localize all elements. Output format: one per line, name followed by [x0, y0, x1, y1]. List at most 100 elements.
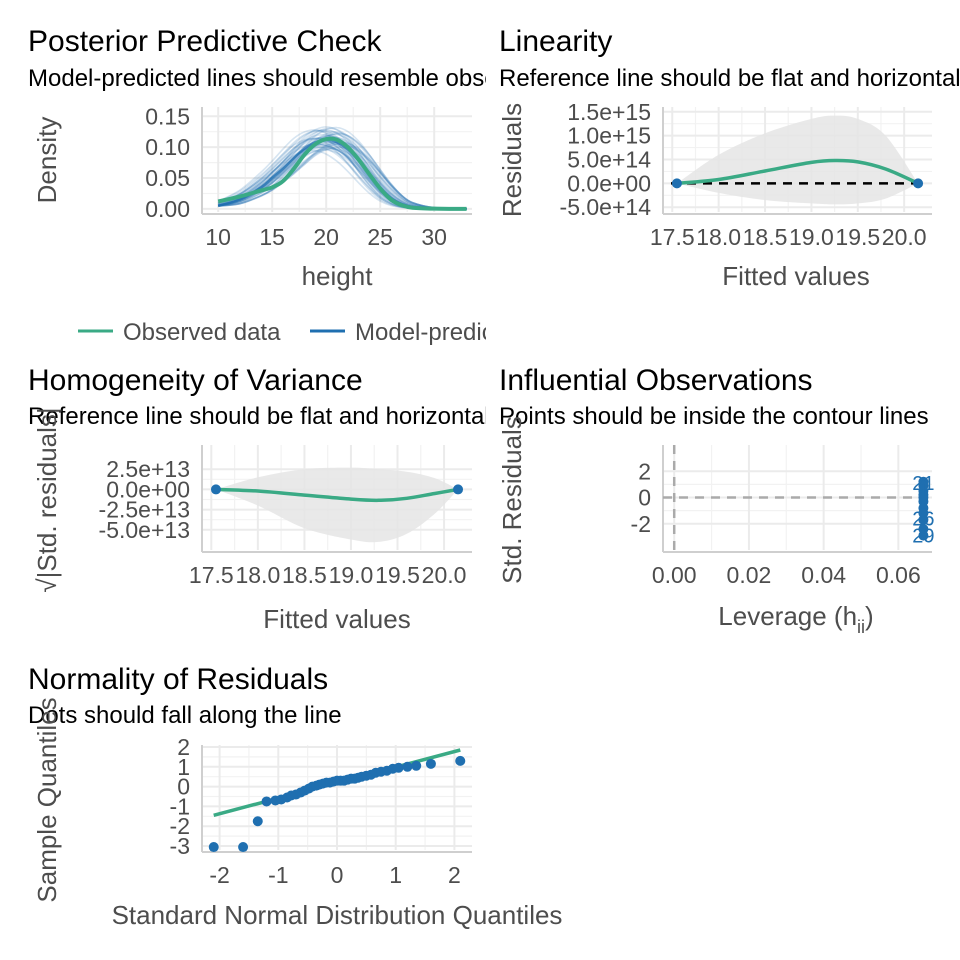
hov-xtick-label: 17.5	[189, 562, 234, 588]
hov-ytick-label: 0.0e+00	[106, 476, 190, 502]
qq-ytick-label: -3	[170, 833, 190, 859]
qq-point	[208, 842, 219, 853]
qq-point	[455, 755, 466, 766]
qq-point	[425, 758, 436, 769]
qq-xtick-label: 1	[389, 862, 402, 888]
lin-title: Linearity	[499, 25, 612, 58]
ppc-observed-line	[217, 136, 467, 211]
ppc-draw-line	[218, 136, 467, 210]
qq-grid	[201, 745, 472, 853]
infl-point	[918, 530, 929, 541]
lin-ylabel: Residuals	[497, 103, 527, 217]
ppc-title: Posterior Predictive Check	[28, 25, 382, 58]
hov-ytick-label: -5.0e+13	[99, 517, 190, 543]
influence-panel: Influential Observations Points should b…	[497, 364, 935, 637]
qq-point	[252, 816, 263, 827]
lin-point	[913, 178, 924, 189]
lin-xlabel: Fitted values	[722, 261, 869, 291]
infl-title: Influential Observations	[499, 364, 813, 397]
ppc-ytick-label: 0.00	[145, 196, 190, 222]
qq-point	[411, 760, 422, 771]
hov-xtick-label: 20.0	[422, 562, 467, 588]
lin-ytick-label: 1.5e+15	[567, 99, 651, 125]
ppc-ytick-label: 0.05	[145, 165, 190, 191]
infl-ticks: 0.00 0.02 0.04 0.06 -202	[631, 458, 921, 588]
infl-point-label: 21	[912, 473, 934, 495]
qq-xtick-label: 0	[331, 862, 344, 888]
hov-xtick-label: 19.0	[329, 562, 374, 588]
hov-ytick-label: -2.5e+13	[99, 497, 190, 523]
qq-ytick-label: -1	[170, 793, 190, 819]
infl-xlabel-main: Leverage (h	[718, 601, 857, 631]
ppc-draw-line	[218, 126, 467, 210]
infl-xtick-label: 0.06	[876, 562, 921, 588]
ppc-ylabel: Density	[32, 117, 62, 204]
lin-point	[671, 178, 682, 189]
hov-point	[210, 484, 221, 495]
linearity-panel: Linearity Reference line should be flat …	[497, 25, 960, 291]
infl-point-label: 26	[912, 509, 934, 531]
lin-ytick-label: 1.0e+15	[567, 123, 651, 149]
hov-panel: Homogeneity of Variance Reference line s…	[28, 364, 486, 634]
ppc-ytick-label: 0.10	[145, 134, 190, 160]
infl-point	[918, 514, 929, 525]
lin-xtick-label: 19.5	[835, 224, 880, 250]
infl-ytick-label: 0	[638, 485, 651, 511]
ppc-draw-line	[217, 130, 467, 210]
ppc-draw-line	[218, 142, 467, 210]
ppc-ytick-label: 0.15	[145, 103, 190, 129]
ppc-draw-line	[218, 135, 467, 210]
hov-ylabel: √|Std. residuals|	[32, 407, 62, 592]
infl-xlabel-sub: ii	[857, 617, 865, 637]
infl-ytick-label: 2	[638, 458, 651, 484]
hov-xtick-label: 18.5	[282, 562, 327, 588]
ppc-xtick-label: 15	[259, 224, 285, 250]
hov-title: Homogeneity of Variance	[28, 364, 363, 397]
qq-ylabel: Sample Quantiles	[32, 697, 62, 902]
infl-point-label: 1	[918, 481, 929, 503]
qq-point	[393, 762, 404, 773]
ppc-draw-line	[218, 131, 467, 210]
qq-xtick-label: -2	[209, 862, 229, 888]
infl-xtick-label: 0.02	[727, 562, 772, 588]
qq-ytick-label: 0	[177, 774, 190, 800]
hov-xtick-label: 18.0	[235, 562, 280, 588]
ppc-panel: Posterior Predictive Check Model-predict…	[28, 25, 642, 346]
infl-ytick-label: -2	[631, 511, 651, 537]
lin-xtick-label: 20.0	[882, 224, 927, 250]
lin-xtick-label: 18.5	[743, 224, 788, 250]
infl-xtick-label: 0.00	[652, 562, 697, 588]
ppc-ticks: 10 15 20 25 30 0.00 0.05 0.10 0.15	[145, 103, 447, 250]
qq-xtick-label: 2	[448, 862, 461, 888]
ppc-xtick-label: 20	[313, 224, 339, 250]
lin-ticks: 17.5 18.0 18.5 19.0 19.5 20.0 -5.0e+140.0e+005…	[560, 99, 927, 250]
lin-smooth-line	[676, 158, 919, 186]
legend-label-predicted: Model-predicted data	[355, 319, 581, 346]
infl-xlabel: Leverage (hii)	[718, 601, 873, 637]
infl-ylabel: Std. Residuals	[497, 416, 527, 584]
lin-subtitle: Reference line should be flat and horizo…	[499, 65, 960, 92]
lin-confidence-band	[676, 115, 919, 205]
ppc-subtitle: Model-predicted lines should resemble ob…	[28, 65, 642, 92]
ppc-draw-line	[218, 143, 467, 210]
hov-smooth-line	[215, 487, 459, 503]
qq-ytick-label: 2	[177, 734, 190, 760]
qq-point	[238, 842, 249, 853]
ppc-draw-line	[217, 127, 467, 210]
lin-xtick-label: 19.0	[789, 224, 834, 250]
hov-xtick-label: 19.5	[375, 562, 420, 588]
qq-series	[208, 748, 466, 853]
lin-series	[671, 115, 924, 205]
qq-ytick-label: 1	[177, 754, 190, 780]
qq-xtick-label: -1	[268, 862, 288, 888]
qq-panel: Normality of Residuals Dots should fall …	[28, 663, 562, 930]
lin-ytick-label: 0.0e+00	[567, 170, 651, 196]
qq-point	[261, 796, 272, 807]
lin-ytick-label: -5.0e+14	[560, 194, 652, 220]
infl-xtick-label: 0.04	[801, 562, 846, 588]
qq-subtitle: Dots should fall along the line	[28, 702, 342, 729]
